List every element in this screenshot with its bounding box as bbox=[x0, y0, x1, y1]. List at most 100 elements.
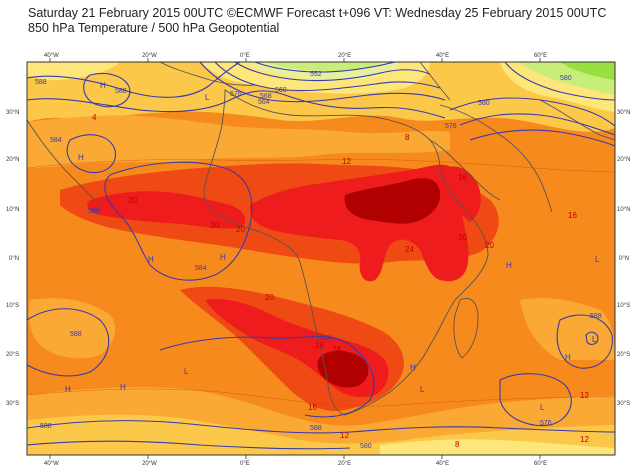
top-lon-label: 0°E bbox=[240, 53, 250, 59]
geo-label: 588 bbox=[115, 88, 127, 95]
pressure-center-group: H H L H H L H H L L H L L H H bbox=[65, 81, 600, 412]
axis-ticks bbox=[49, 58, 541, 459]
right-lat-label: 10°N bbox=[617, 207, 630, 213]
contour-south-atlantic bbox=[27, 308, 110, 377]
temperature-label-group: 4 8 12 12 16 16 20 20 24 24 24 20 20 20 … bbox=[92, 113, 589, 449]
contour-south-1 bbox=[159, 336, 375, 418]
temp-label: 16 bbox=[308, 403, 317, 412]
temp-label: 20 bbox=[485, 241, 494, 250]
red-sea-coast bbox=[429, 139, 501, 201]
temp-label: 12 bbox=[580, 391, 589, 400]
light-orange-south-atlantic bbox=[28, 298, 116, 359]
geo-label: 576 bbox=[445, 123, 457, 130]
pressure-center: H bbox=[506, 261, 512, 270]
red-horn bbox=[440, 166, 481, 222]
geo-label: 576 bbox=[540, 420, 552, 427]
temp-label: 4 bbox=[92, 113, 97, 122]
bottom-lon-label: 0°E bbox=[240, 461, 250, 467]
top-lon-label: 60°E bbox=[534, 53, 547, 59]
light-orange-band bbox=[27, 115, 450, 168]
pressure-center: L bbox=[205, 93, 210, 102]
geo-label: 580 bbox=[560, 75, 572, 82]
deep-red-core-south bbox=[317, 350, 369, 388]
temp-label: 16 bbox=[315, 341, 324, 350]
geo-label: 588 bbox=[40, 423, 52, 430]
pressure-center: H bbox=[220, 253, 226, 262]
green-ne-core bbox=[560, 62, 615, 80]
contour-high-west bbox=[66, 134, 116, 174]
right-lat-label: 0°N bbox=[619, 256, 629, 262]
bottom-lon-label: 40°E bbox=[436, 461, 449, 467]
right-lat-label: 30°S bbox=[617, 401, 630, 407]
pressure-center: L bbox=[184, 367, 189, 376]
geo-label: 588 bbox=[310, 425, 322, 432]
pressure-center: L bbox=[592, 335, 597, 344]
temp-label: 20 bbox=[210, 221, 219, 230]
africa-coastline bbox=[203, 89, 489, 416]
bottom-lon-label: 20°W bbox=[142, 461, 157, 467]
right-lat-label: 30°N bbox=[617, 110, 630, 116]
contour-high-nw bbox=[83, 73, 131, 108]
left-lat-label: 0°N bbox=[9, 256, 19, 262]
iran-coast bbox=[539, 99, 615, 141]
pressure-center: H bbox=[410, 363, 416, 372]
pressure-center: H bbox=[565, 353, 571, 362]
contour-560 bbox=[234, 62, 431, 82]
contour-indian-ocean bbox=[556, 314, 613, 369]
geo-label: 588 bbox=[590, 313, 602, 320]
t-contour-1 bbox=[27, 159, 615, 173]
contour-sw-indian bbox=[499, 373, 572, 427]
contour-ne-1 bbox=[449, 97, 615, 127]
temp-label: 20 bbox=[265, 293, 274, 302]
south-america-edge bbox=[27, 119, 101, 206]
temp-label: 20 bbox=[458, 233, 467, 242]
temp-label: 12 bbox=[342, 157, 351, 166]
pressure-center: H bbox=[148, 255, 154, 264]
bottom-lon-label: 60°E bbox=[534, 461, 547, 467]
top-lon-label: 40°W bbox=[44, 53, 59, 59]
temperature-contours bbox=[27, 159, 615, 407]
coastlines bbox=[27, 62, 615, 416]
contour-580-south bbox=[27, 420, 615, 434]
geo-label: 584 bbox=[320, 335, 332, 342]
pale-yellow-south bbox=[380, 439, 615, 455]
map-frame bbox=[26, 61, 616, 456]
geo-label: 580 bbox=[478, 100, 490, 107]
geo-label: 588 bbox=[35, 79, 47, 86]
geopotential-label-group: 584 588 588 576 568 560 552 564 576 580 … bbox=[35, 71, 602, 450]
contour-ne-3 bbox=[469, 129, 615, 147]
contour-584 bbox=[27, 62, 241, 98]
pressure-center: H bbox=[100, 81, 106, 90]
geo-label: 576 bbox=[230, 91, 242, 98]
temp-label: 24 bbox=[332, 345, 341, 354]
arabia-coast bbox=[439, 104, 553, 213]
temp-label: 16 bbox=[568, 211, 577, 220]
left-lat-label: 10°S bbox=[6, 303, 19, 309]
left-lat-label: 20°N bbox=[6, 157, 19, 163]
contour-576 bbox=[199, 62, 446, 103]
temp-label: 8 bbox=[405, 133, 410, 142]
geo-label: 568 bbox=[260, 93, 272, 100]
contour-low-circle bbox=[585, 331, 599, 345]
pressure-center: L bbox=[595, 255, 600, 264]
left-lat-label: 30°S bbox=[6, 401, 19, 407]
geo-label: 584 bbox=[50, 137, 62, 144]
geo-label: 588 bbox=[70, 331, 82, 338]
right-lat-label: 20°S bbox=[617, 352, 630, 358]
right-lat-label: 10°S bbox=[617, 303, 630, 309]
bottom-lon-label: 40°W bbox=[44, 461, 59, 467]
geo-label: 580 bbox=[360, 443, 372, 450]
map-subtitle: 850 hPa Temperature / 500 hPa Geopotenti… bbox=[28, 21, 280, 35]
geopotential-contours bbox=[27, 62, 615, 450]
geo-label: 584 bbox=[195, 265, 207, 272]
geo-label: 552 bbox=[310, 71, 322, 78]
geo-label: 564 bbox=[258, 99, 270, 106]
temp-label: 24 bbox=[405, 245, 414, 254]
temperature-field: 4 8 12 12 16 16 20 20 24 24 24 20 20 20 … bbox=[27, 62, 615, 455]
geo-label: 560 bbox=[275, 87, 287, 94]
left-lat-label: 20°S bbox=[6, 352, 19, 358]
temp-label: 12 bbox=[340, 431, 349, 440]
contour-552 bbox=[254, 62, 396, 73]
temp-label: 20 bbox=[128, 196, 137, 205]
